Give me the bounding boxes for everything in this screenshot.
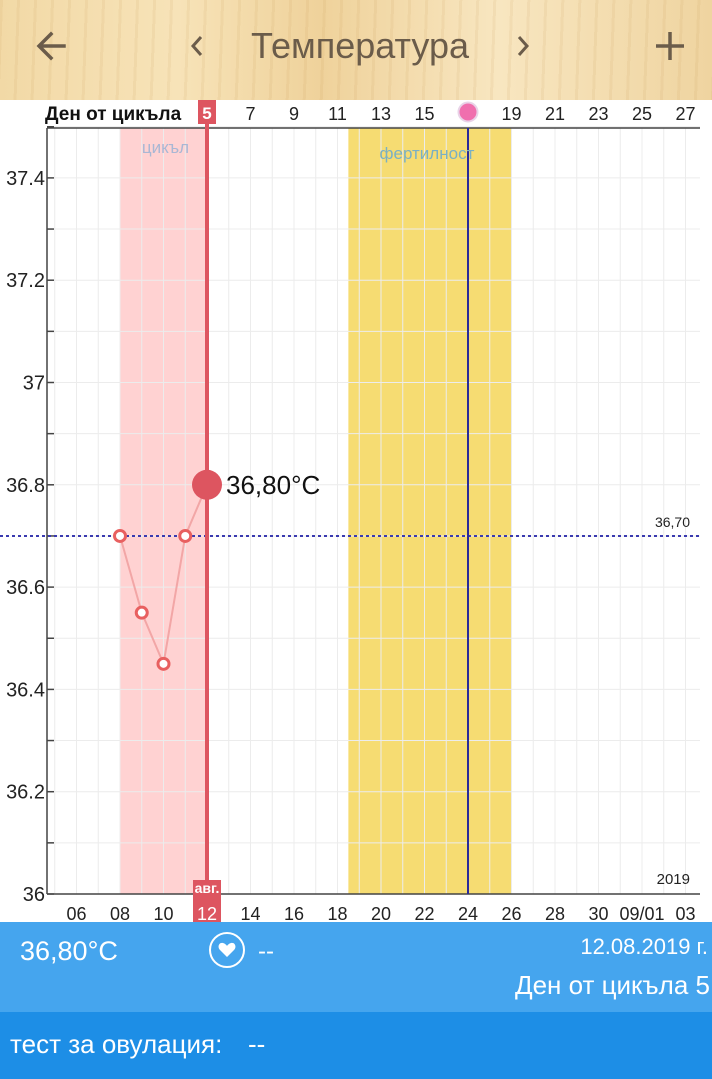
heart-button[interactable] — [209, 932, 245, 968]
date-tick-label: 22 — [414, 904, 434, 922]
selected-day-info: 36,80°C -- 12.08.2019 г. Ден от цикъла 5 — [0, 922, 712, 1012]
previous-button[interactable] — [182, 22, 212, 70]
page-title: Температура — [250, 25, 470, 66]
temperature-point[interactable] — [156, 656, 171, 671]
cycle-day-tick-label: 11 — [328, 104, 347, 124]
temperature-value: 36,80°C — [20, 936, 118, 966]
ovulation-test-value: -- — [248, 1029, 266, 1059]
year-label: 2019 — [657, 871, 690, 888]
cycle-day-tick-label: 9 — [289, 104, 299, 124]
y-tick-label: 36.2 — [6, 782, 45, 804]
selected-temperature-label: 36,80°C — [226, 470, 320, 500]
date-tick-label: 24 — [458, 904, 478, 922]
date-tick-label: 10 — [153, 904, 173, 922]
cycle-day-tick-label: 27 — [675, 104, 695, 124]
y-tick-label: 37 — [23, 373, 45, 395]
y-tick-label: 36.8 — [6, 475, 45, 497]
plus-icon — [656, 32, 684, 60]
date-tick-label: 12 — [197, 904, 217, 922]
fertility-band — [348, 128, 512, 894]
app-toolbar: Температура — [0, 0, 712, 100]
cycle-band-label: цикъл — [142, 138, 189, 157]
y-tick-label: 36 — [23, 884, 45, 906]
date-tick-label: 14 — [240, 904, 260, 922]
add-button[interactable] — [648, 22, 692, 70]
selected-temperature-point[interactable] — [192, 469, 222, 500]
cycle-day-tick-label: 13 — [371, 104, 391, 124]
date-tick-label: 20 — [371, 904, 391, 922]
cycle-day-tick-label: 25 — [632, 104, 652, 124]
ovulation-test-label: тест за овулация: — [10, 1029, 223, 1059]
cover-line-label: 36,70 — [655, 514, 690, 530]
cycle-day-tick-label: 5 — [202, 104, 211, 123]
cycle-day-axis-label: Ден от цикъла — [45, 104, 182, 125]
temperature-point[interactable] — [113, 528, 127, 543]
temperature-point[interactable] — [134, 605, 149, 620]
cycle-day-tick-label: 19 — [501, 104, 521, 124]
heart-icon — [218, 942, 236, 957]
cycle-day-tick-label: 15 — [414, 104, 434, 124]
chevron-right-icon — [517, 36, 530, 56]
date-tick-label: 09/01 — [619, 904, 664, 922]
date-tick-label: 16 — [284, 904, 304, 922]
next-button[interactable] — [508, 22, 538, 70]
temperature-chart[interactable]: 36,70 цикъл фертилност Ден от цикъла 5 7 9 11 13… — [0, 100, 712, 922]
back-button[interactable] — [26, 22, 76, 70]
y-tick-label: 37.2 — [6, 270, 45, 292]
arrow-left-icon — [36, 31, 66, 61]
cycle-day-tick-label: 23 — [588, 104, 608, 124]
date-tick-label: 08 — [110, 904, 130, 922]
date-tick-label: 06 — [66, 904, 86, 922]
ovulation-test-row[interactable]: тест за овулация: -- — [0, 1012, 712, 1079]
ovulation-marker-icon — [457, 101, 479, 123]
date-tick-label: 30 — [588, 904, 608, 922]
cycle-day-tick-label: 7 — [245, 104, 255, 124]
fertility-band-label: фертилност — [380, 144, 475, 163]
y-tick-label: 37.4 — [6, 168, 45, 190]
selected-date-badge — [193, 896, 221, 922]
date-text: 12.08.2019 г. — [580, 934, 708, 959]
date-tick-label: 28 — [545, 904, 565, 922]
chevron-left-icon — [190, 36, 203, 56]
cycle-day-tick-label: 21 — [545, 104, 565, 124]
y-tick-label: 36.4 — [6, 679, 45, 701]
date-tick-label: 18 — [327, 904, 347, 922]
y-tick-label: 36.6 — [6, 577, 45, 599]
date-tick-label: 03 — [675, 904, 695, 922]
selected-month-label: авг. — [195, 880, 220, 896]
temperature-point[interactable] — [178, 528, 193, 543]
cycle-day-text: Ден от цикъла 5 — [514, 970, 710, 1000]
wood-background — [0, 0, 712, 100]
selected-cycle-day-badge — [198, 100, 216, 124]
date-tick-label: 26 — [501, 904, 521, 922]
heart-value: -- — [258, 938, 274, 965]
selected-month-badge — [193, 880, 221, 896]
